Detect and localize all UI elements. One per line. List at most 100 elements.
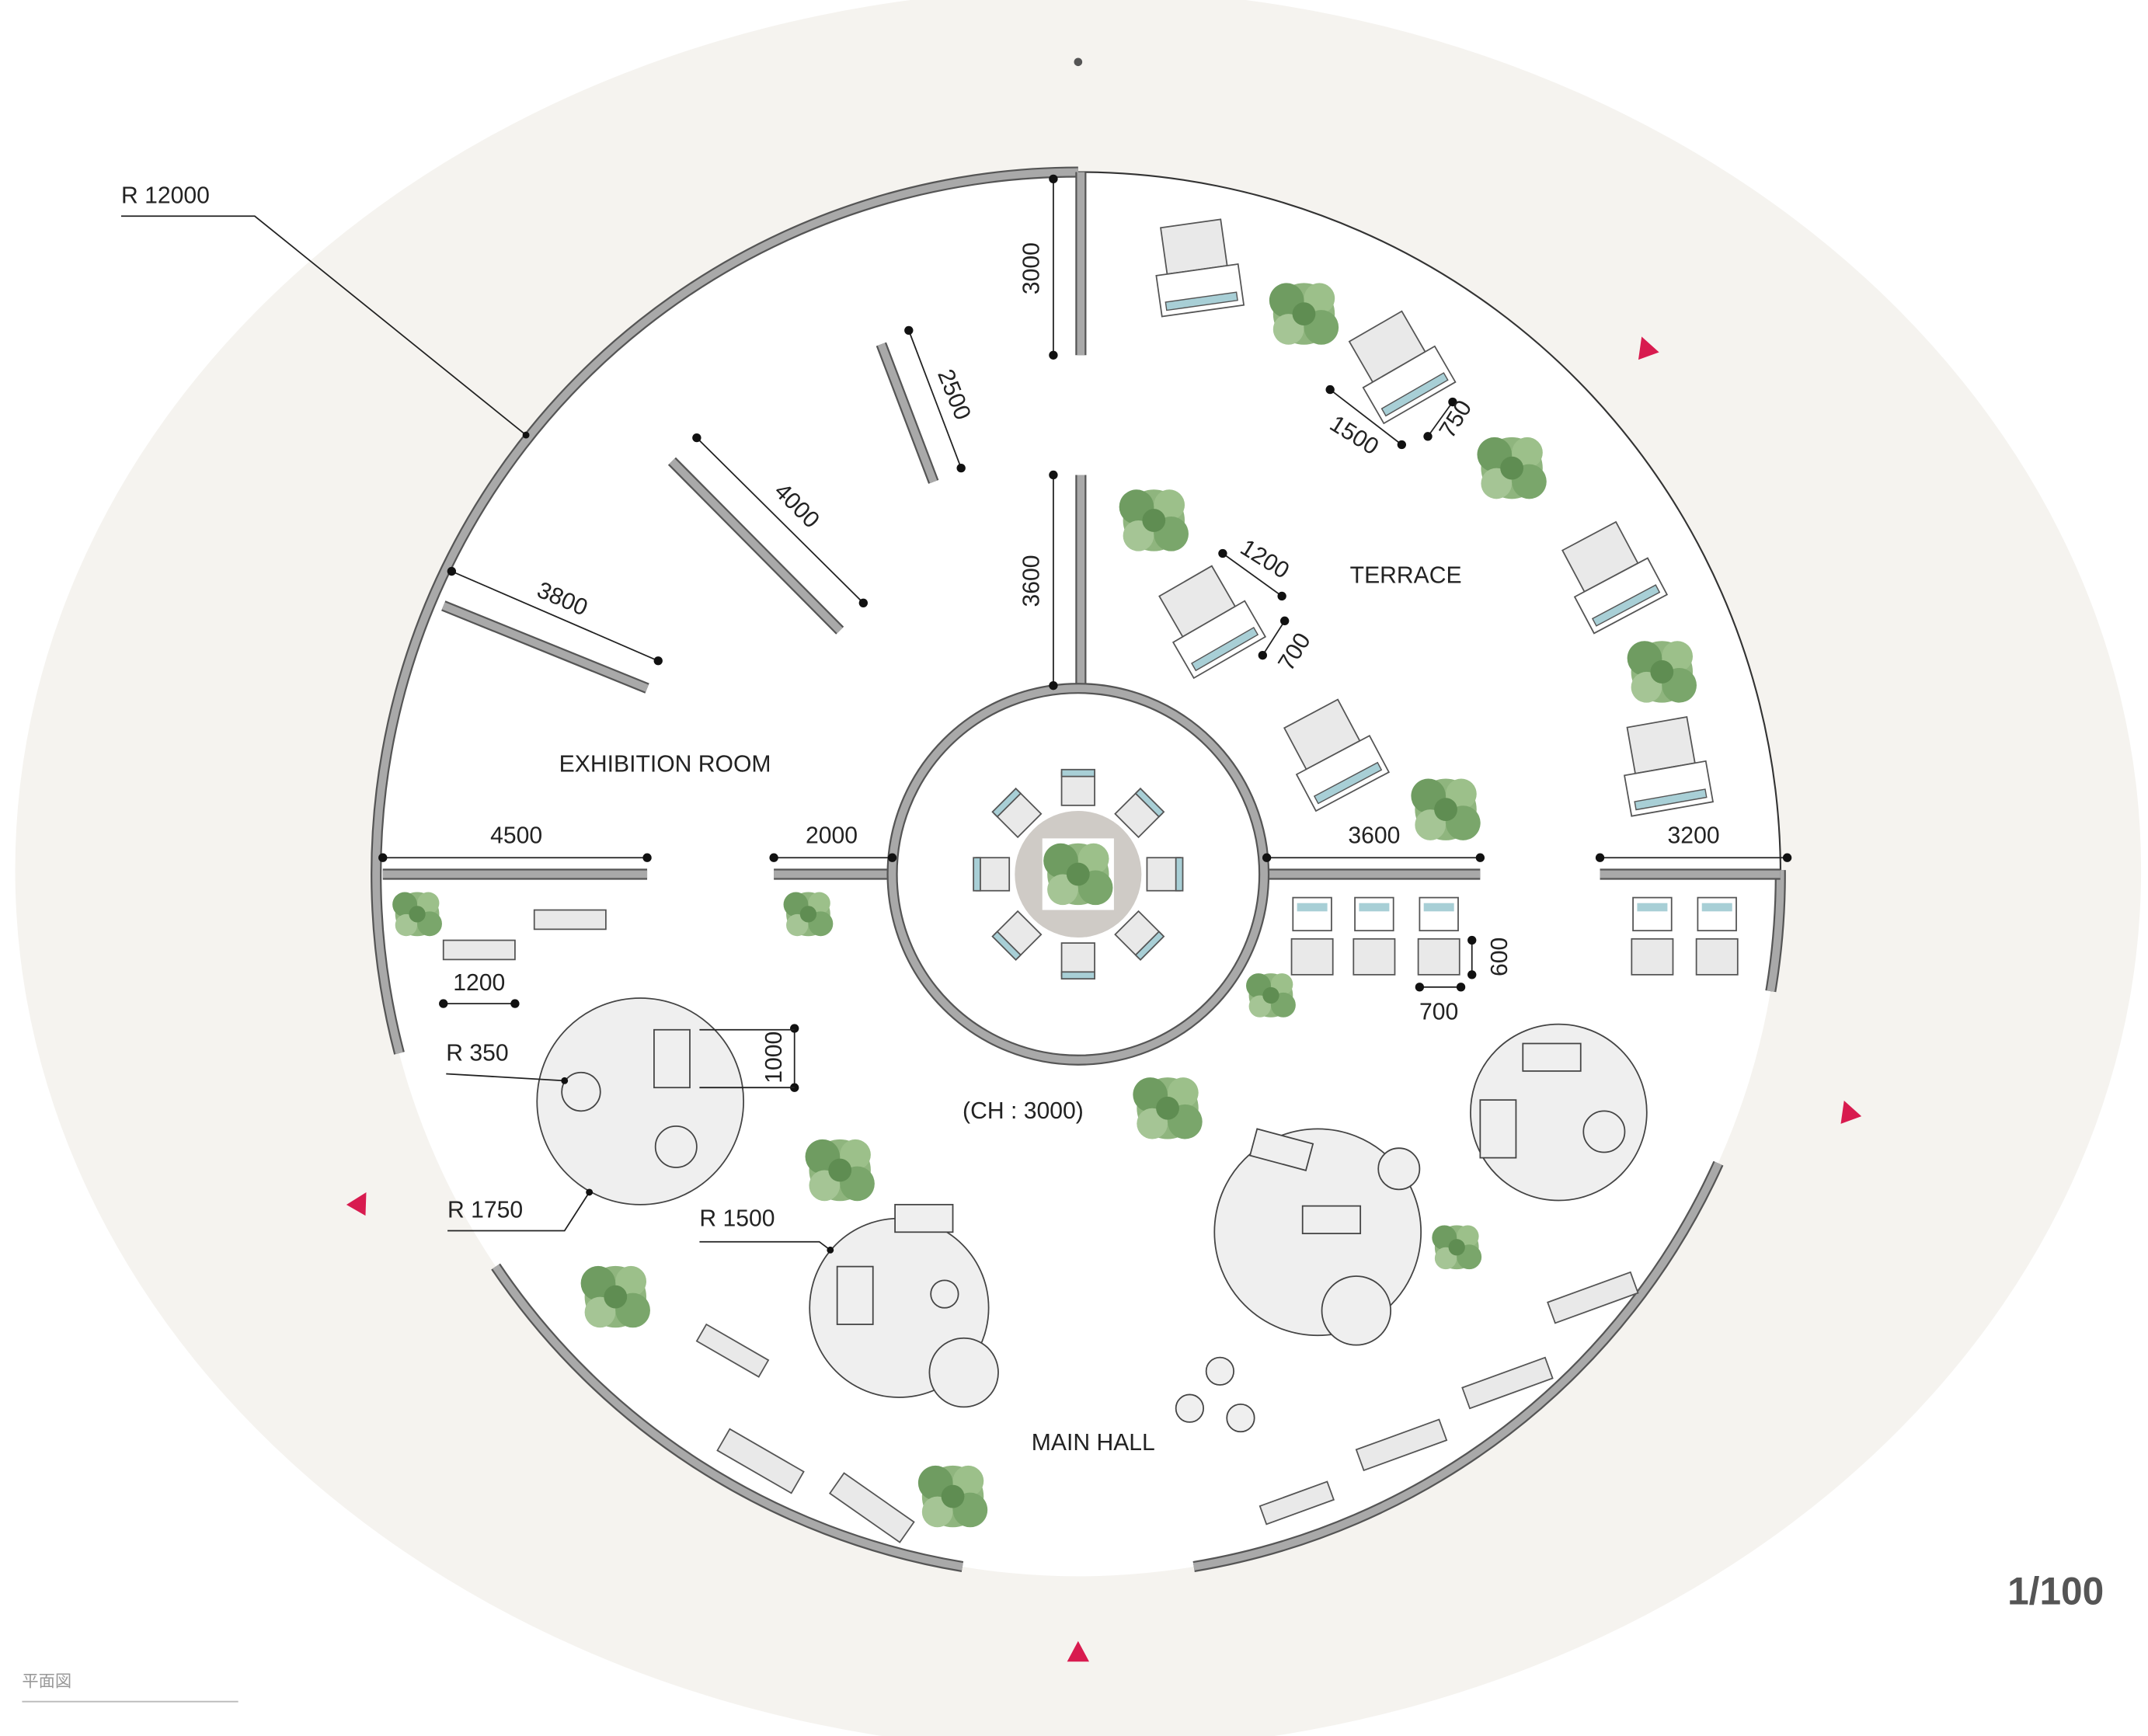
stool — [1176, 1394, 1203, 1421]
dimension-dot — [439, 999, 447, 1007]
dimension-dot — [1596, 854, 1604, 862]
dimension-dot — [1457, 983, 1465, 991]
chair-back — [973, 858, 980, 891]
dimension-dot — [510, 999, 519, 1007]
dimension-label: 1200 — [453, 970, 505, 996]
plant — [1269, 283, 1339, 344]
seat — [1633, 898, 1672, 931]
stool — [1378, 1148, 1419, 1189]
dimension-label: 3600 — [1018, 555, 1044, 607]
ceiling-height: (CH : 3000) — [963, 1098, 1084, 1124]
dimension-dot — [1467, 970, 1476, 979]
radius-label: R 350 — [446, 1041, 508, 1066]
plant — [918, 1466, 987, 1527]
stool — [929, 1338, 998, 1407]
dimension-dot — [642, 854, 651, 862]
chair-back — [1062, 972, 1095, 979]
chair-seat — [1062, 943, 1095, 976]
dimension-label: 3200 — [1668, 823, 1720, 849]
room-label: MAIN HALL — [1032, 1430, 1155, 1456]
dimension-dot — [586, 1188, 593, 1195]
chair-seat — [1062, 772, 1095, 805]
dimension-dot — [1049, 681, 1057, 690]
dimension-dot — [378, 854, 387, 862]
dimension-dot — [1398, 440, 1406, 449]
dimension-dot — [827, 1247, 834, 1254]
dimension-dot — [1280, 617, 1289, 625]
dimension-dot — [447, 567, 456, 576]
desk — [1480, 1100, 1516, 1157]
radius-label: R 12000 — [121, 183, 210, 208]
desk — [1523, 1043, 1580, 1070]
dimension-dot — [692, 433, 701, 442]
plant — [1246, 973, 1296, 1018]
dimension-dot — [888, 854, 896, 862]
stool — [1322, 1276, 1391, 1345]
seat — [1419, 898, 1458, 931]
chair — [1062, 770, 1095, 805]
desk — [654, 1030, 690, 1087]
plant — [1411, 778, 1480, 840]
radius-label: R 1500 — [699, 1205, 775, 1231]
dimension-dot — [1277, 592, 1286, 600]
dimension-dot — [1218, 549, 1227, 558]
stool — [1206, 1358, 1234, 1385]
dimension-dot — [1423, 432, 1432, 440]
chair — [1062, 943, 1095, 979]
plant — [784, 892, 834, 937]
dimension-label: 2000 — [806, 823, 858, 849]
drawing-title: 平面図 — [22, 1672, 71, 1690]
seat — [1697, 898, 1736, 931]
desk — [1303, 1206, 1360, 1233]
chair-back — [1176, 858, 1183, 891]
plant — [1043, 844, 1112, 905]
chair-seat — [1147, 858, 1180, 891]
dimension-dot — [1259, 651, 1267, 659]
bench — [444, 941, 515, 960]
dimension-dot — [769, 854, 778, 862]
chair — [1147, 858, 1182, 891]
chair — [973, 858, 1009, 891]
dimension-dot — [1262, 854, 1271, 862]
lounge-back — [1161, 219, 1227, 274]
plant — [1628, 641, 1697, 702]
seat-cushion — [1637, 903, 1667, 912]
floor-plan: R 12000 3000 2500 4000 3800 3600 1200 70… — [0, 0, 2148, 1736]
dimension-dot — [790, 1024, 799, 1032]
dimension-label: 1000 — [761, 1032, 787, 1084]
seat-cushion — [1424, 903, 1454, 912]
stool — [931, 1280, 958, 1307]
seat-cushion — [1702, 903, 1732, 912]
seat — [1293, 898, 1332, 931]
scale: 1/100 — [2007, 1570, 2104, 1613]
stool-box — [1353, 939, 1394, 975]
plant — [392, 892, 442, 937]
dimension-dot — [1467, 936, 1476, 945]
radius-label: R 1750 — [447, 1198, 523, 1223]
seat-cushion — [1359, 903, 1389, 912]
stool-box — [1292, 939, 1333, 975]
dimension-label: 4500 — [490, 823, 542, 849]
chair-back — [1062, 770, 1095, 777]
stool — [1583, 1111, 1624, 1152]
stool-box — [1631, 939, 1673, 975]
dimension-dot — [1325, 385, 1334, 394]
dimension-dot — [956, 464, 965, 472]
stool — [1227, 1404, 1254, 1432]
dimension-dot — [859, 599, 868, 607]
stool — [562, 1073, 601, 1112]
stool — [656, 1126, 697, 1167]
plant — [806, 1139, 875, 1201]
dimension-dot — [561, 1077, 568, 1084]
dimension-dot — [1783, 854, 1791, 862]
plant — [1432, 1225, 1481, 1269]
dimension-dot — [904, 326, 913, 335]
dimension-dot — [1049, 175, 1057, 183]
chair-seat — [977, 858, 1010, 891]
dimension-dot — [523, 432, 530, 439]
desk — [895, 1205, 952, 1232]
dimension-label: 600 — [1487, 938, 1513, 976]
plant — [581, 1266, 650, 1327]
stool-box — [1419, 939, 1460, 975]
desk — [837, 1267, 873, 1324]
